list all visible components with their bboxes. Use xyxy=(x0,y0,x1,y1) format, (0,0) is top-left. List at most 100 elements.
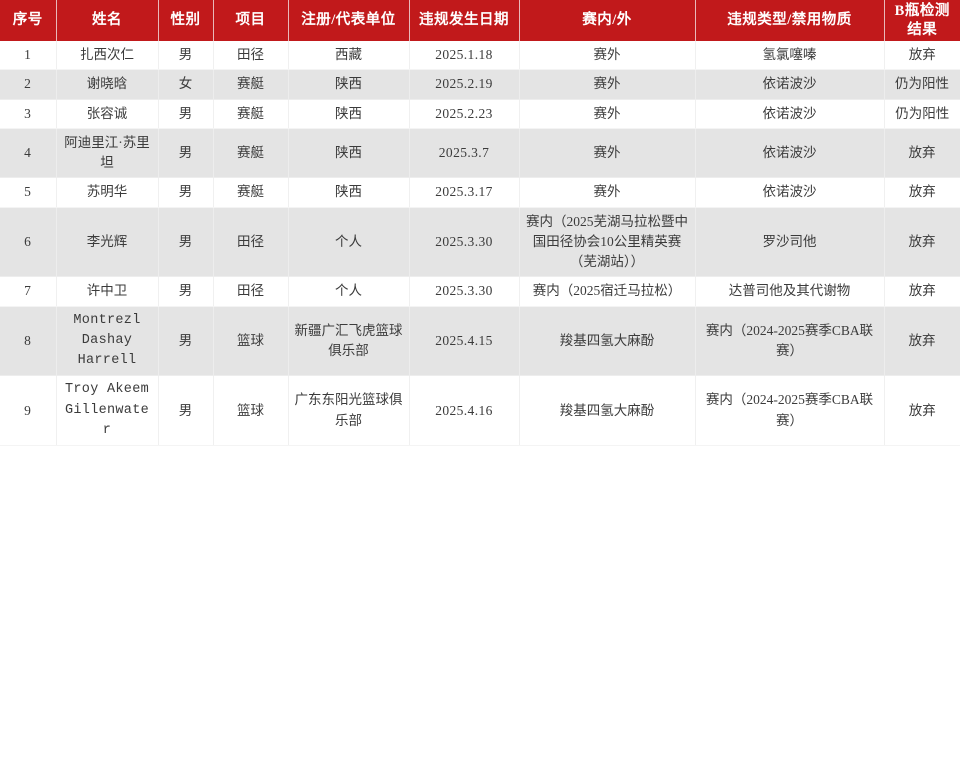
column-header-sport: 项目 xyxy=(213,0,289,42)
anti-doping-violations-table: 序号 姓名 性别 项目 注册/代表单位 违规发生日期 赛内/外 违规类型/禁用物… xyxy=(0,0,960,447)
cell-name: 苏明华 xyxy=(56,177,159,208)
cell-context: 赛外 xyxy=(519,99,696,129)
cell-name: Troy Akeem Gillenwater xyxy=(56,375,159,447)
cell-index: 3 xyxy=(0,99,57,129)
cell-violation: 赛内（2024-2025赛季CBA联赛） xyxy=(695,306,885,377)
cell-context: 赛外 xyxy=(519,177,696,208)
cell-sport: 篮球 xyxy=(213,306,289,377)
column-header-context: 赛内/外 xyxy=(519,0,696,42)
cell-gender: 男 xyxy=(158,177,214,208)
cell-date: 2025.4.16 xyxy=(409,375,520,447)
cell-date: 2025.1.18 xyxy=(409,41,520,71)
cell-gender: 男 xyxy=(158,306,214,377)
cell-bsample: 仍为阳性 xyxy=(884,69,960,100)
table-header-row: 序号 姓名 性别 项目 注册/代表单位 违规发生日期 赛内/外 违规类型/禁用物… xyxy=(0,0,960,42)
cell-date: 2025.3.30 xyxy=(409,276,520,307)
cell-unit: 陕西 xyxy=(288,177,410,208)
cell-sport: 田径 xyxy=(213,41,289,71)
cell-gender: 男 xyxy=(158,128,214,179)
column-header-gender: 性别 xyxy=(158,0,214,42)
cell-index: 9 xyxy=(0,375,57,447)
column-header-bsample: B瓶检测结果 xyxy=(884,0,960,42)
cell-bsample: 放弃 xyxy=(884,177,960,208)
cell-index: 5 xyxy=(0,177,57,208)
column-header-index: 序号 xyxy=(0,0,57,42)
cell-bsample: 放弃 xyxy=(884,207,960,278)
cell-date: 2025.2.23 xyxy=(409,99,520,129)
cell-unit: 个人 xyxy=(288,276,410,307)
table-row: 1 扎西次仁男田径 西藏 2025.1.18 赛外 氢氯噻嗪 放弃 xyxy=(0,41,960,71)
cell-unit: 新疆广汇飞虎篮球俱乐部 xyxy=(288,306,410,377)
cell-sport: 赛艇 xyxy=(213,69,289,100)
cell-index: 2 xyxy=(0,69,57,100)
table-row: 5 苏明华男赛艇 陕西 2025.3.17 赛外 依诺波沙 放弃 xyxy=(0,177,960,208)
table-body: 1 扎西次仁男田径 西藏 2025.1.18 赛外 氢氯噻嗪 放弃 2 谢晓晗女赛艇 陕西 2025… xyxy=(0,41,960,447)
table-row: 6 李光辉男田径 个人 2025.3.30 赛内（2025芜湖马拉松暨中国田径协会10公… xyxy=(0,207,960,278)
cell-sport: 赛艇 xyxy=(213,177,289,208)
cell-context: 赛内（2025宿迁马拉松） xyxy=(519,276,696,307)
cell-sport: 篮球 xyxy=(213,375,289,447)
cell-name: 张容诚 xyxy=(56,99,159,129)
cell-violation: 罗沙司他 xyxy=(695,207,885,278)
cell-unit: 陕西 xyxy=(288,99,410,129)
cell-context: 赛外 xyxy=(519,41,696,71)
cell-name: 李光辉 xyxy=(56,207,159,278)
cell-sport: 田径 xyxy=(213,276,289,307)
cell-unit: 广东东阳光篮球俱乐部 xyxy=(288,375,410,447)
cell-sport: 田径 xyxy=(213,207,289,278)
cell-date: 2025.2.19 xyxy=(409,69,520,100)
cell-gender: 男 xyxy=(158,99,214,129)
column-header-name: 姓名 xyxy=(56,0,159,42)
cell-name: Montrezl Dashay Harrell xyxy=(56,306,159,377)
cell-gender: 男 xyxy=(158,207,214,278)
cell-violation: 赛内（2024-2025赛季CBA联赛） xyxy=(695,375,885,447)
cell-unit: 陕西 xyxy=(288,128,410,179)
cell-bsample: 放弃 xyxy=(884,41,960,71)
cell-violation: 氢氯噻嗪 xyxy=(695,41,885,71)
cell-name: 许中卫 xyxy=(56,276,159,307)
cell-context: 羧基四氢大麻酚 xyxy=(519,306,696,377)
cell-name: 谢晓晗 xyxy=(56,69,159,100)
column-header-date: 违规发生日期 xyxy=(409,0,520,42)
table-row: 7 许中卫男田径 个人 2025.3.30 赛内（2025宿迁马拉松） 达普司他及其代谢物… xyxy=(0,276,960,307)
cell-date: 2025.3.17 xyxy=(409,177,520,208)
cell-gender: 男 xyxy=(158,276,214,307)
table-header: 序号 姓名 性别 项目 注册/代表单位 违规发生日期 赛内/外 违规类型/禁用物… xyxy=(0,0,960,42)
cell-unit: 个人 xyxy=(288,207,410,278)
cell-date: 2025.4.15 xyxy=(409,306,520,377)
cell-unit: 西藏 xyxy=(288,41,410,71)
table-row: 4 阿迪里江·苏里坦男赛艇 陕西 2025.3.7 赛外 依诺波沙 放弃 xyxy=(0,128,960,179)
cell-gender: 男 xyxy=(158,41,214,71)
cell-gender: 男 xyxy=(158,375,214,447)
cell-context: 赛内（2025芜湖马拉松暨中国田径协会10公里精英赛（芜湖站）） xyxy=(519,207,696,278)
cell-violation: 依诺波沙 xyxy=(695,99,885,129)
cell-sport: 赛艇 xyxy=(213,99,289,129)
cell-unit: 陕西 xyxy=(288,69,410,100)
cell-context: 赛外 xyxy=(519,69,696,100)
cell-gender: 女 xyxy=(158,69,214,100)
cell-violation: 达普司他及其代谢物 xyxy=(695,276,885,307)
table-row: 9 Troy Akeem Gillenwater 男篮球 广东东阳光篮球俱乐部 2025… xyxy=(0,375,960,447)
cell-bsample: 放弃 xyxy=(884,276,960,307)
column-header-unit: 注册/代表单位 xyxy=(288,0,410,42)
cell-name: 阿迪里江·苏里坦 xyxy=(56,128,159,179)
cell-context: 赛外 xyxy=(519,128,696,179)
cell-violation: 依诺波沙 xyxy=(695,69,885,100)
column-header-violation: 违规类型/禁用物质 xyxy=(695,0,885,42)
cell-bsample: 放弃 xyxy=(884,306,960,377)
cell-index: 6 xyxy=(0,207,57,278)
cell-context: 羧基四氢大麻酚 xyxy=(519,375,696,447)
cell-index: 7 xyxy=(0,276,57,307)
cell-violation: 依诺波沙 xyxy=(695,177,885,208)
cell-index: 1 xyxy=(0,41,57,71)
cell-index: 8 xyxy=(0,306,57,377)
cell-name: 扎西次仁 xyxy=(56,41,159,71)
cell-sport: 赛艇 xyxy=(213,128,289,179)
cell-date: 2025.3.30 xyxy=(409,207,520,278)
table-row: 8 Montrezl Dashay Harrell 男篮球 新疆广汇飞虎篮球俱乐部 20… xyxy=(0,306,960,377)
table-row: 3 张容诚男赛艇 陕西 2025.2.23 赛外 依诺波沙 仍为阳性 xyxy=(0,99,960,129)
cell-bsample: 放弃 xyxy=(884,128,960,179)
cell-index: 4 xyxy=(0,128,57,179)
table-row: 2 谢晓晗女赛艇 陕西 2025.2.19 赛外 依诺波沙 仍为阳性 xyxy=(0,69,960,100)
cell-date: 2025.3.7 xyxy=(409,128,520,179)
